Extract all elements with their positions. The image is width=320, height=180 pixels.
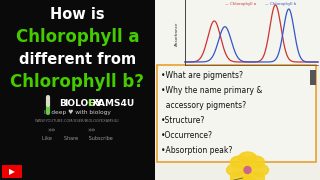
Text: •Absorption peak?: •Absorption peak? [161, 146, 232, 155]
Text: Chlorophyll a: Chlorophyll a [16, 28, 139, 46]
Text: In deep ♥ with biology: In deep ♥ with biology [44, 110, 111, 115]
Ellipse shape [251, 164, 268, 176]
Text: — Chlorophyll b: — Chlorophyll b [265, 2, 296, 6]
Bar [155, 0, 320, 65]
Text: accessory pigments?: accessory pigments? [161, 101, 246, 110]
Text: — Chlorophyll a: — Chlorophyll a [225, 2, 256, 6]
Text: Chlorophyll b?: Chlorophyll b? [11, 73, 145, 91]
Text: IOLOGY: IOLOGY [65, 99, 102, 108]
Ellipse shape [246, 172, 265, 180]
Ellipse shape [227, 164, 244, 176]
Ellipse shape [244, 166, 251, 174]
Bar [2, 165, 22, 178]
Text: B: B [60, 99, 66, 108]
Text: XAMS4U: XAMS4U [92, 99, 135, 108]
Text: How is: How is [50, 7, 105, 22]
Ellipse shape [238, 152, 257, 164]
Bar [155, 0, 320, 180]
Ellipse shape [230, 172, 249, 180]
Text: •Structure?: •Structure? [161, 116, 205, 125]
Text: Absorbance: Absorbance [175, 21, 179, 46]
Text: ▶: ▶ [9, 167, 15, 176]
Text: »»: »» [87, 127, 96, 133]
Text: •Occurrence?: •Occurrence? [161, 131, 213, 140]
Ellipse shape [238, 176, 257, 180]
Text: »»: »» [47, 127, 56, 133]
Text: Like        Share       Subscribe: Like Share Subscribe [42, 136, 113, 141]
FancyBboxPatch shape [157, 65, 316, 162]
Ellipse shape [246, 156, 265, 168]
Text: WWW.YOUTUBE.COM/USER/BIOLOGYEXAMS4U: WWW.YOUTUBE.COM/USER/BIOLOGYEXAMS4U [35, 119, 120, 123]
Ellipse shape [230, 156, 249, 168]
Bar [310, 70, 316, 85]
Text: E: E [87, 99, 94, 108]
Text: different from: different from [19, 52, 136, 67]
Text: •What are pigments?: •What are pigments? [161, 71, 243, 80]
Text: •Why the name primary &: •Why the name primary & [161, 86, 262, 95]
